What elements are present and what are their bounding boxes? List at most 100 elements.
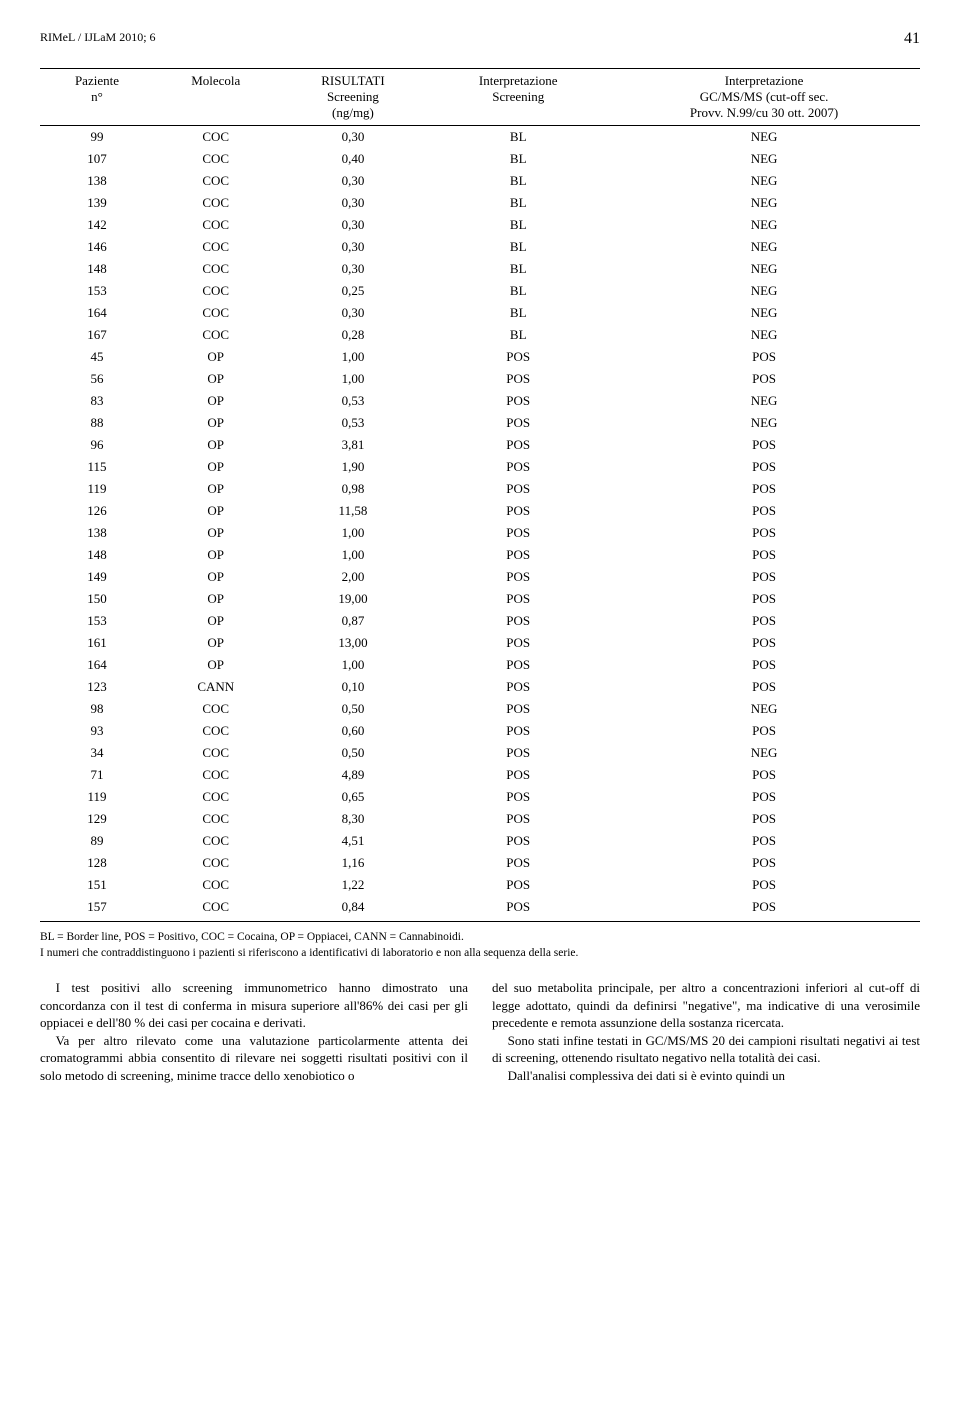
table-cell: COC bbox=[154, 896, 278, 922]
table-cell: 151 bbox=[40, 874, 154, 896]
column-header: InterpretazioneGC/MS/MS (cut-off sec.Pro… bbox=[608, 69, 920, 126]
table-cell: POS bbox=[428, 566, 608, 588]
table-cell: POS bbox=[428, 500, 608, 522]
table-cell: COC bbox=[154, 742, 278, 764]
table-row: 99COC0,30BLNEG bbox=[40, 126, 920, 149]
table-cell: BL bbox=[428, 170, 608, 192]
table-cell: COC bbox=[154, 830, 278, 852]
table-cell: OP bbox=[154, 632, 278, 654]
table-cell: 138 bbox=[40, 170, 154, 192]
table-cell: POS bbox=[608, 456, 920, 478]
table-cell: OP bbox=[154, 610, 278, 632]
table-footnote: BL = Border line, POS = Positivo, COC = … bbox=[40, 930, 920, 961]
table-cell: COC bbox=[154, 170, 278, 192]
column-header: InterpretazioneScreening bbox=[428, 69, 608, 126]
table-cell: POS bbox=[428, 522, 608, 544]
table-cell: POS bbox=[608, 588, 920, 610]
table-cell: 0,25 bbox=[278, 280, 429, 302]
table-cell: COC bbox=[154, 258, 278, 280]
table-cell: OP bbox=[154, 346, 278, 368]
table-cell: POS bbox=[428, 786, 608, 808]
table-cell: 0,10 bbox=[278, 676, 429, 698]
table-row: 129COC8,30POSPOS bbox=[40, 808, 920, 830]
table-row: 89COC4,51POSPOS bbox=[40, 830, 920, 852]
table-cell: 1,00 bbox=[278, 654, 429, 676]
table-cell: 1,00 bbox=[278, 522, 429, 544]
table-row: 45OP1,00POSPOS bbox=[40, 346, 920, 368]
table-cell: BL bbox=[428, 302, 608, 324]
table-row: 153COC0,25BLNEG bbox=[40, 280, 920, 302]
table-cell: COC bbox=[154, 852, 278, 874]
table-row: 123CANN0,10POSPOS bbox=[40, 676, 920, 698]
table-row: 148COC0,30BLNEG bbox=[40, 258, 920, 280]
table-cell: BL bbox=[428, 236, 608, 258]
table-body: 99COC0,30BLNEG107COC0,40BLNEG138COC0,30B… bbox=[40, 126, 920, 922]
table-cell: BL bbox=[428, 214, 608, 236]
table-cell: 71 bbox=[40, 764, 154, 786]
table-cell: 149 bbox=[40, 566, 154, 588]
table-cell: 11,58 bbox=[278, 500, 429, 522]
table-cell: POS bbox=[428, 808, 608, 830]
table-cell: CANN bbox=[154, 676, 278, 698]
table-cell: POS bbox=[428, 742, 608, 764]
table-cell: POS bbox=[608, 764, 920, 786]
footnote-numbers: I numeri che contraddistinguono i pazien… bbox=[40, 947, 578, 959]
table-row: 138OP1,00POSPOS bbox=[40, 522, 920, 544]
table-cell: OP bbox=[154, 500, 278, 522]
table-header: Pazienten°MolecolaRISULTATIScreening(ng/… bbox=[40, 69, 920, 126]
table-cell: 88 bbox=[40, 412, 154, 434]
table-cell: POS bbox=[608, 566, 920, 588]
table-cell: POS bbox=[608, 874, 920, 896]
table-cell: 0,28 bbox=[278, 324, 429, 346]
table-cell: OP bbox=[154, 544, 278, 566]
table-cell: NEG bbox=[608, 192, 920, 214]
table-cell: 93 bbox=[40, 720, 154, 742]
table-cell: 146 bbox=[40, 236, 154, 258]
footnote-legend: BL = Border line, POS = Positivo, COC = … bbox=[40, 931, 464, 943]
table-cell: 126 bbox=[40, 500, 154, 522]
table-cell: 4,89 bbox=[278, 764, 429, 786]
table-row: 93COC0,60POSPOS bbox=[40, 720, 920, 742]
table-cell: NEG bbox=[608, 302, 920, 324]
table-cell: POS bbox=[428, 412, 608, 434]
column-header: RISULTATIScreening(ng/mg) bbox=[278, 69, 429, 126]
table-cell: OP bbox=[154, 368, 278, 390]
table-cell: 107 bbox=[40, 148, 154, 170]
table-cell: 161 bbox=[40, 632, 154, 654]
table-row: 150OP19,00POSPOS bbox=[40, 588, 920, 610]
table-cell: POS bbox=[428, 478, 608, 500]
table-cell: 98 bbox=[40, 698, 154, 720]
table-cell: 0,60 bbox=[278, 720, 429, 742]
table-cell: 89 bbox=[40, 830, 154, 852]
left-column: I test positivi allo screening immunomet… bbox=[40, 979, 468, 1084]
table-cell: COC bbox=[154, 324, 278, 346]
table-cell: OP bbox=[154, 390, 278, 412]
table-cell: POS bbox=[428, 720, 608, 742]
table-cell: 1,00 bbox=[278, 368, 429, 390]
table-cell: 56 bbox=[40, 368, 154, 390]
table-cell: 0,30 bbox=[278, 192, 429, 214]
table-cell: BL bbox=[428, 280, 608, 302]
table-cell: OP bbox=[154, 478, 278, 500]
table-cell: 0,30 bbox=[278, 126, 429, 149]
table-cell: 139 bbox=[40, 192, 154, 214]
table-cell: 3,81 bbox=[278, 434, 429, 456]
table-cell: POS bbox=[428, 698, 608, 720]
table-cell: 129 bbox=[40, 808, 154, 830]
table-cell: 0,30 bbox=[278, 258, 429, 280]
table-cell: 115 bbox=[40, 456, 154, 478]
table-cell: BL bbox=[428, 148, 608, 170]
table-cell: POS bbox=[428, 368, 608, 390]
table-cell: COC bbox=[154, 126, 278, 149]
table-cell: COC bbox=[154, 808, 278, 830]
paragraph: Sono stati infine testati in GC/MS/MS 20… bbox=[492, 1032, 920, 1067]
table-cell: POS bbox=[428, 764, 608, 786]
table-cell: OP bbox=[154, 654, 278, 676]
table-row: 115OP1,90POSPOS bbox=[40, 456, 920, 478]
table-cell: 164 bbox=[40, 302, 154, 324]
table-row: 167COC0,28BLNEG bbox=[40, 324, 920, 346]
table-cell: NEG bbox=[608, 324, 920, 346]
table-cell: 119 bbox=[40, 478, 154, 500]
table-row: 119OP0,98POSPOS bbox=[40, 478, 920, 500]
table-cell: POS bbox=[608, 522, 920, 544]
